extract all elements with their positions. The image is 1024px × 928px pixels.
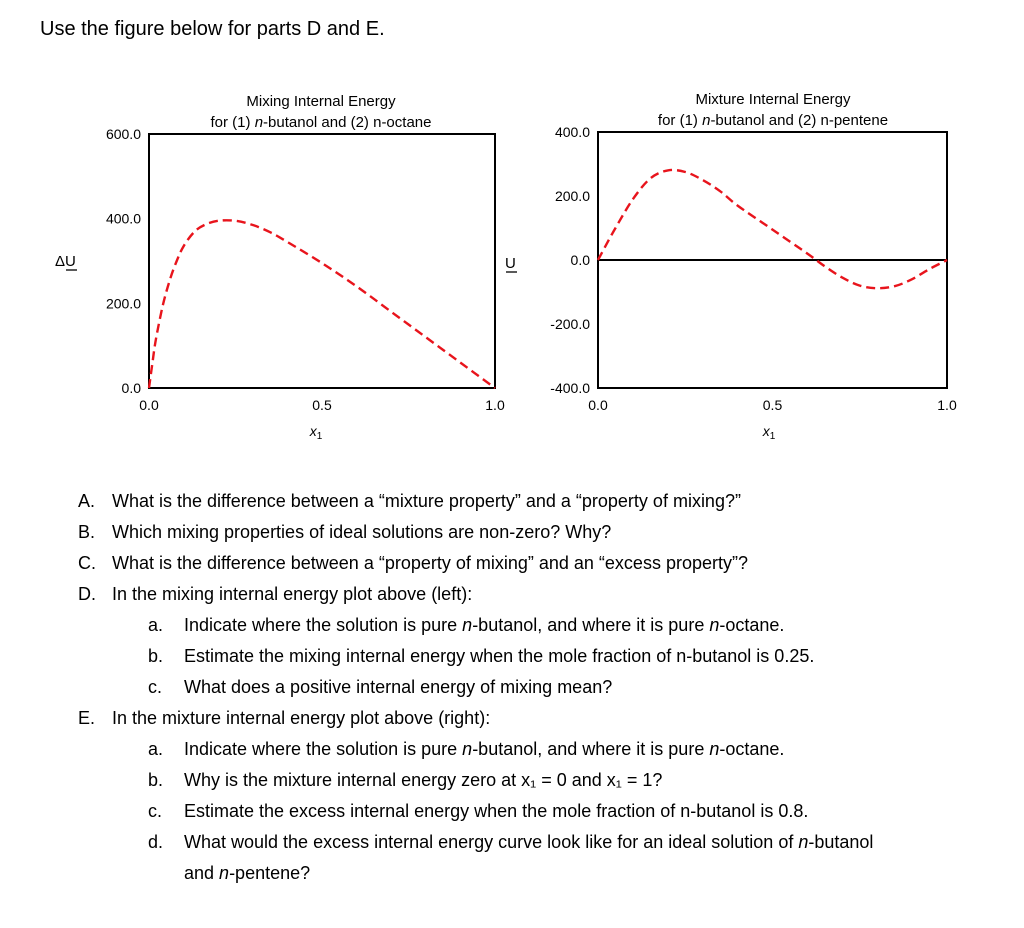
y-tick-label: -200.0: [550, 316, 590, 332]
y-tick-label: 200.0: [555, 188, 590, 204]
chart-title-line2: for (1) n-butanol and (2) n-pentene: [658, 112, 888, 129]
x-tick-label: 0.5: [312, 397, 332, 413]
x-tick-label: 0.0: [588, 397, 608, 413]
mixture-energy-chart: Mixture Internal Energy for (1) n-butano…: [505, 91, 957, 442]
question-d-c: c. What does a positive internal energy o…: [148, 677, 613, 697]
question-e-d: d. What would the excess internal energy …: [148, 832, 874, 883]
y-tick-label: -400.0: [550, 380, 590, 396]
x-tick-label: 0.5: [763, 397, 783, 413]
y-tick-label: 400.0: [555, 124, 590, 140]
question-d: D. In the mixing internal energy plot abo…: [78, 584, 473, 604]
mixing-energy-chart: Mixing Internal Energy for (1) n-butanol…: [55, 93, 505, 442]
mixture-energy-curve: [596, 168, 948, 290]
question-e: E. In the mixture internal energy plot ab…: [78, 708, 491, 728]
question-a: A. What is the difference between a “mixt…: [78, 491, 741, 511]
question-e-c: c. Estimate the excess internal energy wh…: [148, 801, 809, 821]
x-tick-label: 1.0: [485, 397, 505, 413]
chart-title-line1: Mixture Internal Energy: [695, 91, 851, 108]
chart-title-line1: Mixing Internal Energy: [246, 93, 396, 110]
question-c: C. What is the difference between a “prop…: [78, 553, 748, 573]
x-axis-label: x1: [762, 423, 776, 442]
y-tick-label: 400.0: [106, 211, 141, 227]
question-e-a: a. Indicate where the solution is pure n-…: [148, 739, 785, 759]
question-b: B. Which mixing properties of ideal solut…: [78, 522, 612, 542]
y-tick-label: 0.0: [571, 252, 591, 268]
question-d-a: a. Indicate where the solution is pure n-…: [148, 615, 785, 635]
y-tick-label: 0.0: [122, 380, 142, 396]
y-axis-label: ΔU: [55, 253, 76, 270]
intro-text: Use the figure below for parts D and E.: [40, 18, 385, 40]
question-list: A. What is the difference between a “mixt…: [78, 486, 978, 889]
chart-title-line2: for (1) n-butanol and (2) n-octane: [211, 114, 432, 131]
y-tick-label: 200.0: [106, 295, 141, 311]
y-axis-label: U: [505, 255, 516, 272]
y-tick-label: 600.0: [106, 126, 141, 142]
question-e-b: b. Why is the mixture internal energy zer…: [148, 770, 663, 790]
x-tick-label: 0.0: [139, 397, 159, 413]
question-d-b: b. Estimate the mixing internal energy wh…: [148, 646, 815, 666]
mixing-energy-curve: [147, 219, 496, 389]
x-tick-label: 1.0: [937, 397, 957, 413]
plot-frame: [148, 133, 496, 389]
x-axis-label: x1: [309, 423, 323, 442]
